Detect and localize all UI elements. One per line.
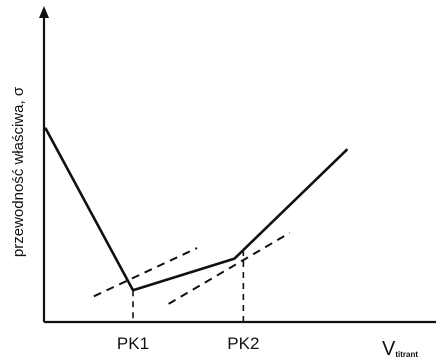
x-axis-label-main: V	[382, 338, 396, 358]
y-axis-label: przewodność właściwa, σ	[10, 86, 27, 257]
conductivity-curve	[44, 127, 348, 292]
tangent-line-pk2	[168, 232, 291, 305]
equivalence-point-label-pk1: PK1	[117, 334, 149, 353]
equivalence-point-label-pk2: PK2	[227, 334, 259, 353]
x-axis-label-subscript: titrant	[395, 350, 418, 358]
y-axis-arrowhead	[39, 6, 49, 18]
tangent-line-pk1	[93, 247, 198, 298]
x-axis-label: Vtitrant	[382, 338, 418, 358]
